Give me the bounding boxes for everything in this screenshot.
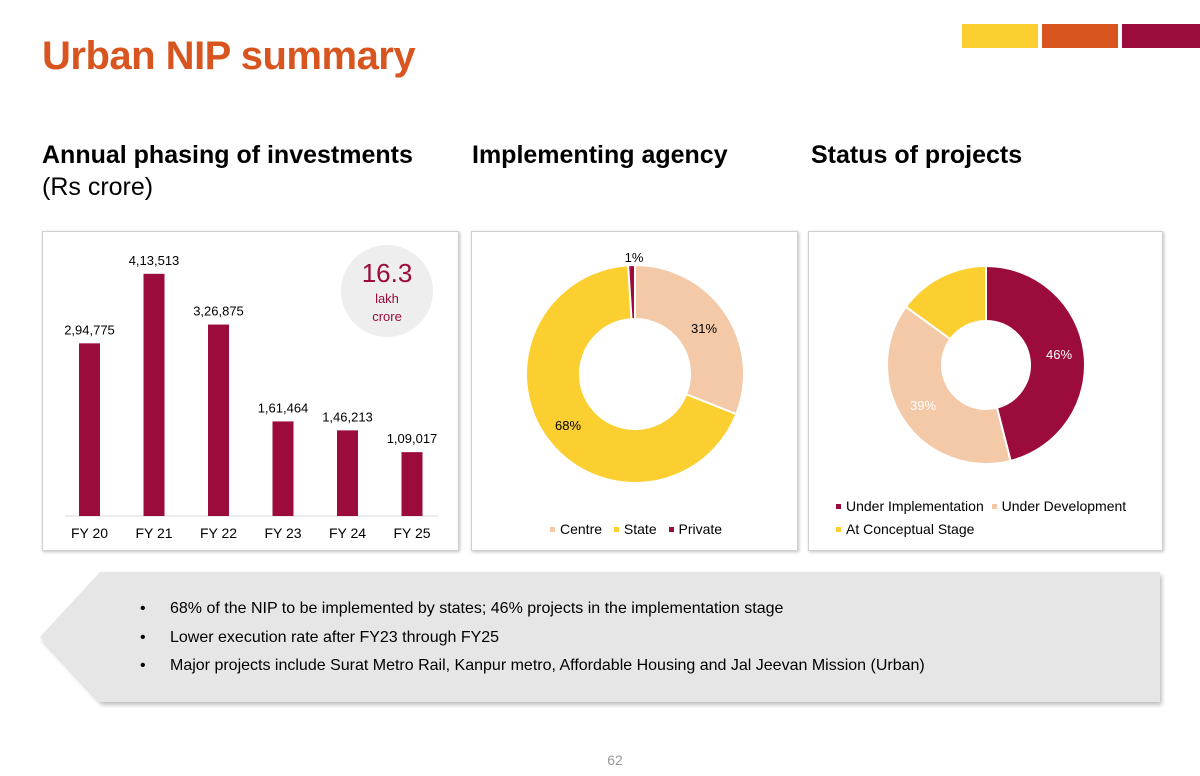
slice-centre	[634, 263, 745, 416]
bar-fy-20	[79, 343, 100, 516]
legend-label-under-implementation: Under Implementation	[846, 498, 984, 514]
x-tick-label: FY 21	[135, 525, 172, 541]
bar-fy-25	[401, 452, 423, 516]
takeaway-item: 68% of the NIP to be implemented by stat…	[140, 595, 925, 624]
bar-fy-24	[337, 430, 358, 516]
bar-value-label: 2,94,775	[64, 322, 115, 337]
slice-under-development	[886, 305, 1012, 465]
legend-item-under-implementation: Under Implementation	[836, 498, 984, 514]
legend-label-centre: Centre	[560, 521, 603, 537]
key-takeaways-callout: 68% of the NIP to be implemented by stat…	[40, 570, 1165, 708]
total-badge-unit-line1: lakh	[375, 291, 399, 306]
legend-item-under-development: Under Development	[991, 498, 1127, 514]
total-badge-value: 16.3	[361, 258, 413, 288]
total-badge: 16.3 lakh crore	[341, 245, 433, 337]
legend-item-private: Private	[668, 521, 723, 537]
status-chart-panel: 46% 39% Under Implementation Under Develo…	[808, 231, 1163, 551]
slice-value-label: 46%	[1046, 347, 1072, 362]
agency-title: Implementing agency	[472, 141, 728, 169]
legend-swatch-conceptual	[836, 526, 841, 532]
legend-label-conceptual: At Conceptual Stage	[846, 521, 975, 537]
accent-bar-orange	[1042, 24, 1118, 48]
legend-label-under-development: Under Development	[1001, 498, 1127, 514]
x-tick-label: FY 23	[264, 525, 301, 541]
agency-chart-panel: 31% 68% 1% Centre State Private	[471, 231, 798, 551]
legend-item-state: State	[613, 521, 657, 537]
legend-swatch-centre	[550, 526, 555, 532]
x-tick-label: FY 20	[71, 525, 108, 541]
page-number: 62	[607, 752, 623, 768]
slice-private	[627, 263, 636, 321]
agency-legend: Centre State Private	[550, 521, 722, 537]
investments-subtitle: (Rs crore)	[42, 173, 154, 201]
slice-state	[525, 264, 738, 484]
bar-value-label: 3,26,875	[193, 304, 244, 319]
bar-fy-21	[143, 273, 165, 516]
legend-swatch-under-development	[991, 503, 997, 509]
legend-label-private: Private	[678, 521, 723, 537]
bar-value-label: 1,46,213	[322, 409, 373, 424]
accent-bar-maroon	[1122, 24, 1200, 48]
takeaways-list: 68% of the NIP to be implemented by stat…	[140, 595, 925, 681]
slice-value-label: 31%	[691, 321, 717, 336]
legend-item-conceptual: At Conceptual Stage	[836, 521, 974, 537]
total-badge-unit-line2: crore	[372, 309, 402, 324]
agency-donut-chart: 31% 68% 1%	[525, 250, 745, 484]
x-tick-label: FY 22	[200, 525, 237, 541]
status-legend: Under Implementation Under Development A…	[836, 498, 1126, 537]
slice-at-conceptual-stage	[904, 264, 987, 341]
x-tick-label: FY 25	[393, 525, 430, 541]
bar-fy-23	[272, 421, 294, 516]
bar-value-label: 4,13,513	[129, 253, 180, 268]
bar-chart: 2,94,775 FY 20 4,13,513 FY 21 3,26,875 FY 22 1…	[64, 253, 438, 541]
status-donut-chart: 46% 39%	[886, 264, 1086, 465]
legend-swatch-state	[613, 526, 619, 532]
bar-value-label: 1,61,464	[258, 400, 309, 415]
status-title: Status of projects	[811, 141, 1023, 169]
bar-fy-22	[208, 324, 229, 516]
slice-under-implementation	[985, 264, 1086, 463]
legend-swatch-private	[668, 526, 674, 532]
legend-swatch-under-implementation	[836, 503, 841, 509]
bar-value-label: 1,09,017	[387, 431, 438, 446]
takeaway-item: Lower execution rate after FY23 through …	[140, 624, 925, 653]
page-title: Urban NIP summary	[42, 34, 416, 78]
slice-value-label: 68%	[555, 418, 581, 433]
takeaway-item: Major projects include Surat Metro Rail,…	[140, 652, 925, 681]
slice-value-label: 1%	[625, 250, 644, 265]
x-tick-label: FY 24	[329, 525, 366, 541]
legend-item-centre: Centre	[550, 521, 602, 537]
slice-value-label: 39%	[910, 398, 936, 413]
investments-title: Annual phasing of investments	[42, 141, 413, 169]
legend-label-state: State	[623, 521, 657, 537]
accent-bar-yellow	[962, 24, 1038, 48]
